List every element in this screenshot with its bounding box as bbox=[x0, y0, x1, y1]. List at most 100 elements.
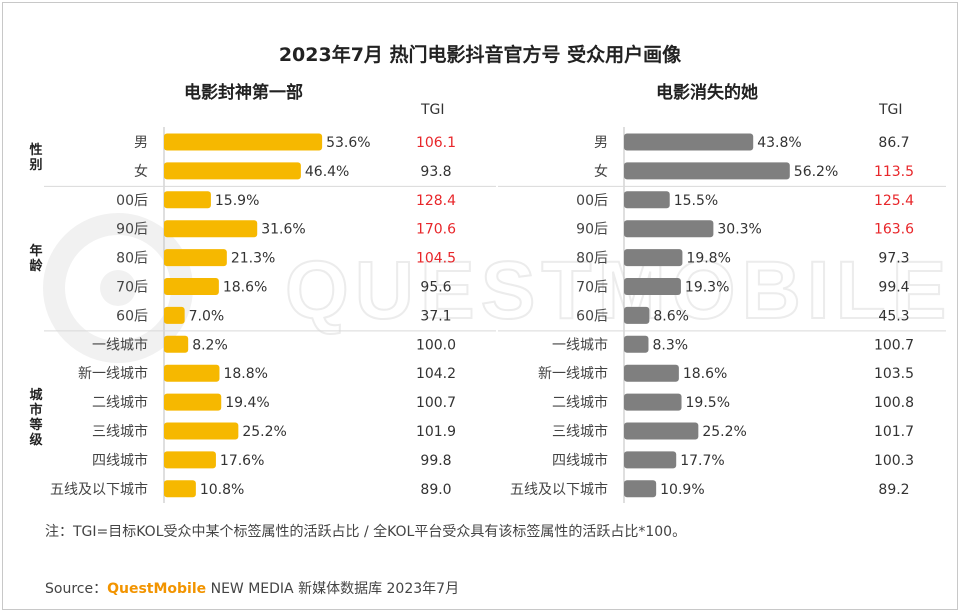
value-label-1-6: 8.6% bbox=[653, 308, 689, 324]
bar-1-0 bbox=[624, 134, 753, 151]
tgi-value-0-2: 128.4 bbox=[416, 193, 456, 209]
category-label-0-11: 四线城市 bbox=[92, 452, 148, 469]
value-label-1-12: 10.9% bbox=[660, 482, 704, 498]
bar-0-9 bbox=[164, 394, 221, 411]
category-label-1-3: 90后 bbox=[576, 222, 608, 238]
bar-0-7 bbox=[164, 336, 188, 353]
bar-1-3 bbox=[624, 220, 713, 237]
tgi-value-0-3: 170.6 bbox=[416, 222, 456, 238]
category-label-1-11: 四线城市 bbox=[552, 452, 608, 469]
bar-0-0 bbox=[164, 134, 322, 151]
tgi-value-0-10: 101.9 bbox=[416, 424, 456, 440]
bar-0-4 bbox=[164, 249, 227, 266]
value-label-0-5: 18.6% bbox=[223, 280, 267, 296]
category-label-1-9: 二线城市 bbox=[552, 394, 608, 411]
category-label-0-8: 新一线城市 bbox=[78, 365, 148, 382]
value-label-0-11: 17.6% bbox=[220, 453, 264, 469]
tgi-value-0-9: 100.7 bbox=[416, 395, 456, 411]
value-label-0-6: 7.0% bbox=[189, 308, 225, 324]
category-label-1-0: 男 bbox=[594, 135, 608, 151]
category-label-0-1: 女 bbox=[134, 163, 148, 180]
value-label-0-12: 10.8% bbox=[200, 482, 244, 498]
tgi-value-1-11: 100.3 bbox=[874, 453, 914, 469]
bar-1-1 bbox=[624, 162, 790, 179]
bar-1-12 bbox=[624, 480, 656, 497]
category-label-0-5: 70后 bbox=[116, 280, 148, 296]
bar-0-10 bbox=[164, 423, 238, 440]
value-label-0-1: 46.4% bbox=[305, 164, 349, 180]
value-label-1-9: 19.5% bbox=[686, 395, 730, 411]
category-label-1-7: 一线城市 bbox=[552, 336, 608, 353]
category-label-0-12: 五线及以下城市 bbox=[50, 481, 148, 498]
category-label-0-3: 90后 bbox=[116, 222, 148, 238]
value-label-0-10: 25.2% bbox=[242, 424, 286, 440]
tgi-value-0-12: 89.0 bbox=[420, 482, 451, 498]
value-label-0-3: 31.6% bbox=[261, 222, 305, 238]
bar-1-5 bbox=[624, 278, 681, 295]
value-label-1-7: 8.3% bbox=[652, 337, 688, 353]
value-label-0-4: 21.3% bbox=[231, 251, 275, 267]
value-label-1-8: 18.6% bbox=[683, 366, 727, 382]
source-brand: QuestMobile bbox=[107, 581, 206, 597]
tgi-value-1-10: 101.7 bbox=[874, 424, 914, 440]
category-label-0-2: 00后 bbox=[116, 193, 148, 209]
group-label-2-char-1: 市 bbox=[29, 402, 42, 418]
group-label-0-char-0: 性 bbox=[29, 142, 42, 158]
category-label-1-12: 五线及以下城市 bbox=[510, 481, 608, 498]
value-label-1-5: 19.3% bbox=[685, 280, 729, 296]
tgi-value-1-0: 86.7 bbox=[878, 135, 909, 151]
value-label-1-3: 30.3% bbox=[717, 222, 761, 238]
footnote: 注：TGI=目标KOL受众中某个标签属性的活跃占比 / 全KOL平台受众具有该标… bbox=[45, 521, 686, 541]
value-label-1-1: 56.2% bbox=[794, 164, 838, 180]
tgi-value-1-7: 100.7 bbox=[874, 337, 914, 353]
category-label-1-8: 新一线城市 bbox=[538, 365, 608, 382]
bar-0-8 bbox=[164, 365, 219, 382]
value-label-0-7: 8.2% bbox=[192, 337, 228, 353]
category-label-0-10: 三线城市 bbox=[92, 423, 148, 440]
category-label-0-7: 一线城市 bbox=[92, 336, 148, 353]
category-label-1-1: 女 bbox=[594, 163, 608, 180]
value-label-0-9: 19.4% bbox=[225, 395, 269, 411]
tgi-value-1-9: 100.8 bbox=[874, 395, 914, 411]
value-label-1-2: 15.5% bbox=[674, 193, 718, 209]
value-label-1-0: 43.8% bbox=[757, 135, 801, 151]
bar-1-7 bbox=[624, 336, 648, 353]
bar-1-4 bbox=[624, 249, 682, 266]
bar-1-6 bbox=[624, 307, 649, 324]
category-label-0-4: 80后 bbox=[116, 251, 148, 267]
bar-0-12 bbox=[164, 480, 196, 497]
category-label-0-0: 男 bbox=[134, 135, 148, 151]
category-label-1-5: 70后 bbox=[576, 280, 608, 296]
bar-1-2 bbox=[624, 191, 670, 208]
tgi-value-0-4: 104.5 bbox=[416, 251, 456, 267]
bar-1-11 bbox=[624, 451, 676, 468]
bar-1-8 bbox=[624, 365, 679, 382]
group-label-2-char-0: 城 bbox=[29, 387, 42, 403]
value-label-1-10: 25.2% bbox=[702, 424, 746, 440]
tgi-value-0-1: 93.8 bbox=[420, 164, 451, 180]
tgi-value-1-1: 113.5 bbox=[874, 164, 914, 180]
bar-0-3 bbox=[164, 220, 257, 237]
group-label-2-char-2: 等 bbox=[28, 417, 42, 433]
source-rest: NEW MEDIA 新媒体数据库 2023年7月 bbox=[206, 581, 459, 597]
value-label-0-8: 18.8% bbox=[223, 366, 267, 382]
bar-0-11 bbox=[164, 451, 216, 468]
category-label-1-10: 三线城市 bbox=[552, 423, 608, 440]
category-label-0-6: 60后 bbox=[116, 308, 148, 324]
value-label-0-2: 15.9% bbox=[215, 193, 259, 209]
tgi-value-0-6: 37.1 bbox=[420, 308, 451, 324]
tgi-value-0-5: 95.6 bbox=[420, 280, 451, 296]
group-label-0-char-1: 别 bbox=[28, 158, 42, 173]
tgi-value-1-2: 125.4 bbox=[874, 193, 914, 209]
tgi-value-0-7: 100.0 bbox=[416, 337, 456, 353]
tgi-value-1-8: 103.5 bbox=[874, 366, 914, 382]
tgi-value-0-8: 104.2 bbox=[416, 366, 456, 382]
bar-0-6 bbox=[164, 307, 185, 324]
tgi-value-1-4: 97.3 bbox=[878, 251, 909, 267]
tgi-value-1-6: 45.3 bbox=[878, 308, 909, 324]
bar-1-9 bbox=[624, 394, 682, 411]
category-label-0-9: 二线城市 bbox=[92, 394, 148, 411]
tgi-value-1-3: 163.6 bbox=[874, 222, 914, 238]
tgi-value-0-0: 106.1 bbox=[416, 135, 456, 151]
source-prefix: Source： bbox=[45, 581, 107, 597]
